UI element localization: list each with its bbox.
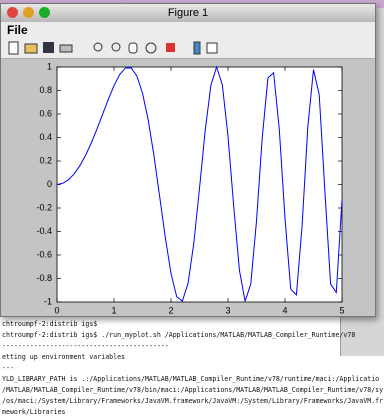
- chart: -1 -0.8 -0.6 -0.4 -0.2 0 0.2 0.4 0.6 0.8 1 0 1 2 3 4 5: [0, 0, 376, 320]
- y-tick-label: 0: [47, 179, 52, 189]
- screen: chtroumpf-2:distrib igs$chtroumpf-2:dist…: [0, 0, 384, 420]
- terminal: chtroumpf-2:distrib igs$chtroumpf-2:dist…: [2, 319, 383, 418]
- x-tick-label: 0: [54, 305, 59, 315]
- terminal-line: /os/maci:/System/Library/Frameworks/Java…: [2, 396, 383, 407]
- terminal-line: ---: [2, 363, 383, 374]
- x-tick-label: 4: [282, 305, 287, 315]
- terminal-line: YLD_LIBRARY_PATH is .:/Applications/MATL…: [2, 374, 383, 385]
- y-tick-label: 0.8: [39, 85, 52, 95]
- y-tick-label: -0.8: [36, 273, 52, 283]
- y-tick-label: -0.4: [36, 226, 52, 236]
- page: {"window": {"title": "Figure 1", "menu":…: [0, 0, 384, 420]
- terminal-line: mework/Libraries: [2, 407, 383, 418]
- x-tick-label: 3: [225, 305, 230, 315]
- terminal-line: etting up environment variables: [2, 352, 383, 363]
- terminal-line: ----------------------------------------…: [2, 341, 383, 352]
- y-tick-label: 0.2: [39, 155, 52, 165]
- y-tick-label: -0.6: [36, 249, 52, 259]
- terminal-line: chtroumpf-2:distrib igs$ ./run_myplot.sh…: [2, 330, 383, 341]
- y-tick-label: 1: [47, 61, 52, 71]
- y-tick-label: 0.4: [39, 132, 52, 142]
- x-tick-label: 1: [111, 305, 116, 315]
- y-tick-label: -1: [44, 296, 52, 306]
- x-tick-label: 2: [168, 305, 173, 315]
- y-tick-label: -0.2: [36, 202, 52, 212]
- y-tick-label: 0.6: [39, 108, 52, 118]
- terminal-line: chtroumpf-2:distrib igs$: [2, 319, 383, 330]
- x-tick-label: 5: [339, 305, 344, 315]
- terminal-line: /MATLAB/MATLAB_Compiler_Runtime/v78/bin/…: [2, 385, 383, 396]
